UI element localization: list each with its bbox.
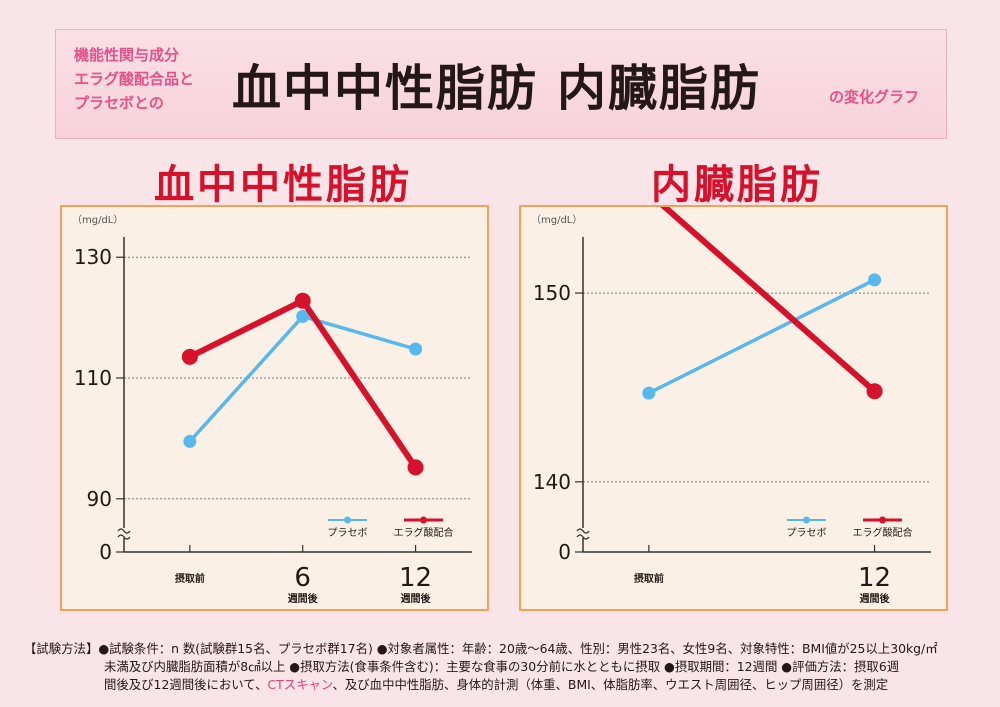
- x-tick-sublabel: 週間後: [860, 592, 891, 605]
- y-tick-label: 140: [533, 470, 571, 494]
- y-unit-label: （mg/dL）: [531, 214, 582, 226]
- header-caption-line: エラグ酸配合品と: [74, 70, 195, 88]
- note-text: 間後及び12週間後において、: [104, 677, 268, 692]
- y-tick-label: 130: [74, 245, 112, 269]
- legend-label: プラセボ: [787, 527, 827, 539]
- axis-break-mark: [117, 534, 131, 540]
- data-point: [407, 459, 424, 476]
- legend-marker: [803, 516, 810, 524]
- header-caption-line: 機能性関与成分: [74, 46, 180, 64]
- header-caption: 機能性関与成分 エラグ酸配合品と プラセボとの: [74, 43, 249, 115]
- y-tick-label: 90: [87, 487, 112, 511]
- axis-break-gap: [117, 528, 131, 538]
- x-tick-label: 摂取前: [634, 572, 664, 585]
- chart-panel-visceral-fat: （mg/dL） 0 140 150 摂取前 12 週間後 プラセボ エラグ酸配合: [519, 205, 948, 611]
- x-tick-number: 12: [399, 563, 432, 593]
- data-point: [868, 273, 882, 287]
- data-point: [183, 434, 197, 448]
- chart-panel-triglyceride: （mg/dL） 0 90 110 130 摂取前 6 週間後 12 週間後 プラセボ エラグ酸配合: [60, 205, 489, 611]
- x-tick-number: 6: [294, 563, 311, 593]
- test-method-note: 【試験方法】●試験条件：n 数(試験群15名、プラセボ群17名) ●対象者属性：…: [24, 640, 984, 694]
- axis-break-gap: [576, 528, 590, 538]
- y-tick-label: 0: [558, 540, 571, 564]
- chart-title-visceral-fat: 内臓脂肪: [651, 162, 823, 208]
- data-point: [296, 309, 310, 323]
- note-line: 間後及び12週間後において、CTスキャン、及び血中中性脂肪、身体的計測（体重、B…: [24, 676, 984, 694]
- header-caption-line: プラセボとの: [74, 94, 164, 112]
- chart-title-triglyceride: 血中中性脂肪: [154, 162, 412, 208]
- axis-break-mark: [576, 534, 590, 540]
- note-line: 【試験方法】●試験条件：n 数(試験群15名、プラセボ群17名) ●対象者属性：…: [24, 641, 938, 656]
- data-point: [181, 348, 198, 365]
- x-tick-number: 12: [858, 563, 891, 593]
- y-tick-label: 110: [74, 366, 112, 390]
- series-line: [188, 297, 419, 470]
- legend-marker: [420, 516, 427, 524]
- header-banner: 機能性関与成分 エラグ酸配合品と プラセボとの 血中中性脂肪 内臓脂肪 の変化グ…: [55, 29, 947, 139]
- legend-label: エラグ酸配合: [394, 526, 454, 539]
- x-tick-sublabel: 週間後: [288, 592, 319, 605]
- x-tick-sublabel: 週間後: [401, 592, 432, 605]
- chart-visceral-fat: （mg/dL） 0 140 150 摂取前 12週間後 プラセボ エラグ酸配合: [531, 207, 931, 605]
- legend-marker: [879, 516, 886, 524]
- note-line: 未満及び内臓脂肪面積が8㎠以上 ●摂取方法(食事条件含む)：主要な食事の30分前…: [104, 659, 900, 674]
- legend-label: プラセボ: [328, 527, 368, 539]
- series-line: [660, 207, 877, 394]
- axis-break-mark: [576, 528, 590, 534]
- y-tick-label: 150: [533, 281, 571, 305]
- x-tick-label: 摂取前: [175, 572, 205, 585]
- y-tick-label: 0: [99, 540, 112, 564]
- series-line: [648, 278, 876, 395]
- data-point: [642, 386, 656, 400]
- note-text: 、及び血中中性脂肪、身体的計測（体重、BMI、体脂肪率、ウエスト周囲径、ヒップ周…: [332, 677, 889, 692]
- note-highlight: CTスキャン: [267, 677, 333, 692]
- header-suffix: の変化グラフ: [829, 88, 920, 106]
- y-unit-label: （mg/dL）: [72, 214, 123, 226]
- data-point: [866, 383, 883, 400]
- legend-marker: [344, 516, 351, 524]
- axis-break-mark: [117, 528, 131, 534]
- data-point: [409, 342, 423, 356]
- legend-label: エラグ酸配合: [853, 526, 913, 539]
- header-title: 血中中性脂肪 内臓脂肪: [232, 60, 762, 117]
- data-point: [294, 292, 311, 309]
